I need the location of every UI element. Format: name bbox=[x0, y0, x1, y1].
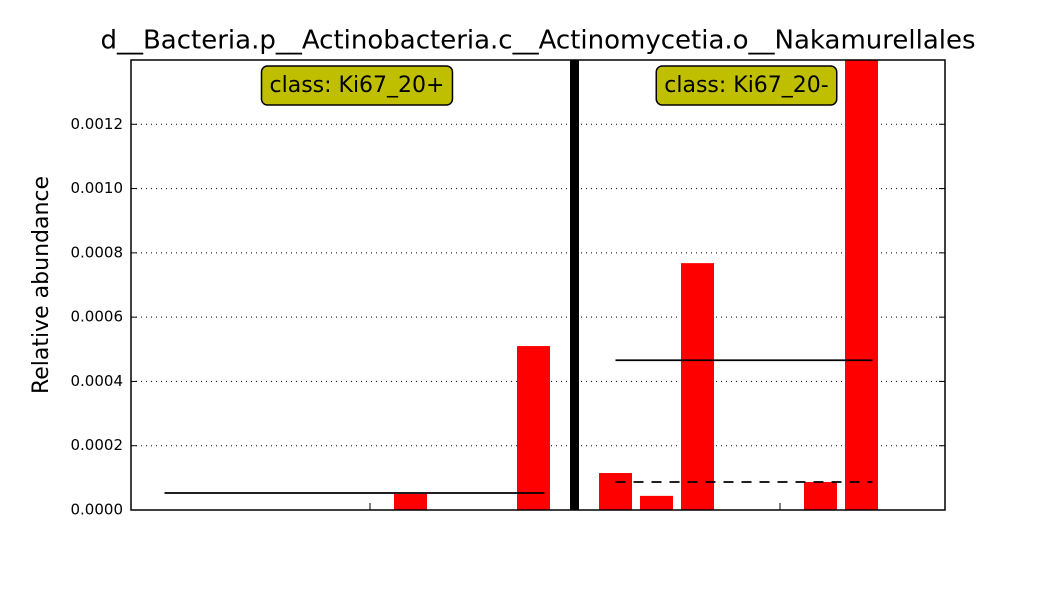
chart-title: d__Bacteria.p__Actinobacteria.c__Actinom… bbox=[100, 26, 975, 56]
y-tick-label: 0.0004 bbox=[71, 372, 124, 390]
class-label-box bbox=[260, 65, 454, 106]
bar bbox=[394, 493, 427, 510]
bar bbox=[517, 346, 550, 510]
bar bbox=[804, 482, 837, 510]
class-label: class: Ki67_20- bbox=[655, 65, 838, 106]
class-label-box bbox=[655, 65, 838, 106]
y-tick-label: 0.0002 bbox=[71, 436, 124, 454]
class-label-text: class: Ki67_20- bbox=[664, 73, 828, 98]
y-tick-label: 0.0008 bbox=[71, 243, 124, 261]
class-label: class: Ki67_20+ bbox=[260, 65, 454, 106]
plot-area bbox=[131, 60, 945, 510]
y-tick-label: 0.0012 bbox=[71, 115, 124, 133]
class-label-text: class: Ki67_20+ bbox=[270, 73, 445, 98]
plot-frame bbox=[130, 59, 946, 511]
y-tick-label: 0.0000 bbox=[71, 501, 124, 519]
y-tick-label: 0.0006 bbox=[71, 308, 124, 326]
y-axis-label: Relative abundance bbox=[29, 176, 54, 394]
y-tick-label: 0.0010 bbox=[71, 179, 124, 197]
bar bbox=[640, 495, 673, 510]
bar bbox=[599, 473, 632, 510]
bar bbox=[845, 60, 878, 510]
bar bbox=[681, 263, 714, 510]
